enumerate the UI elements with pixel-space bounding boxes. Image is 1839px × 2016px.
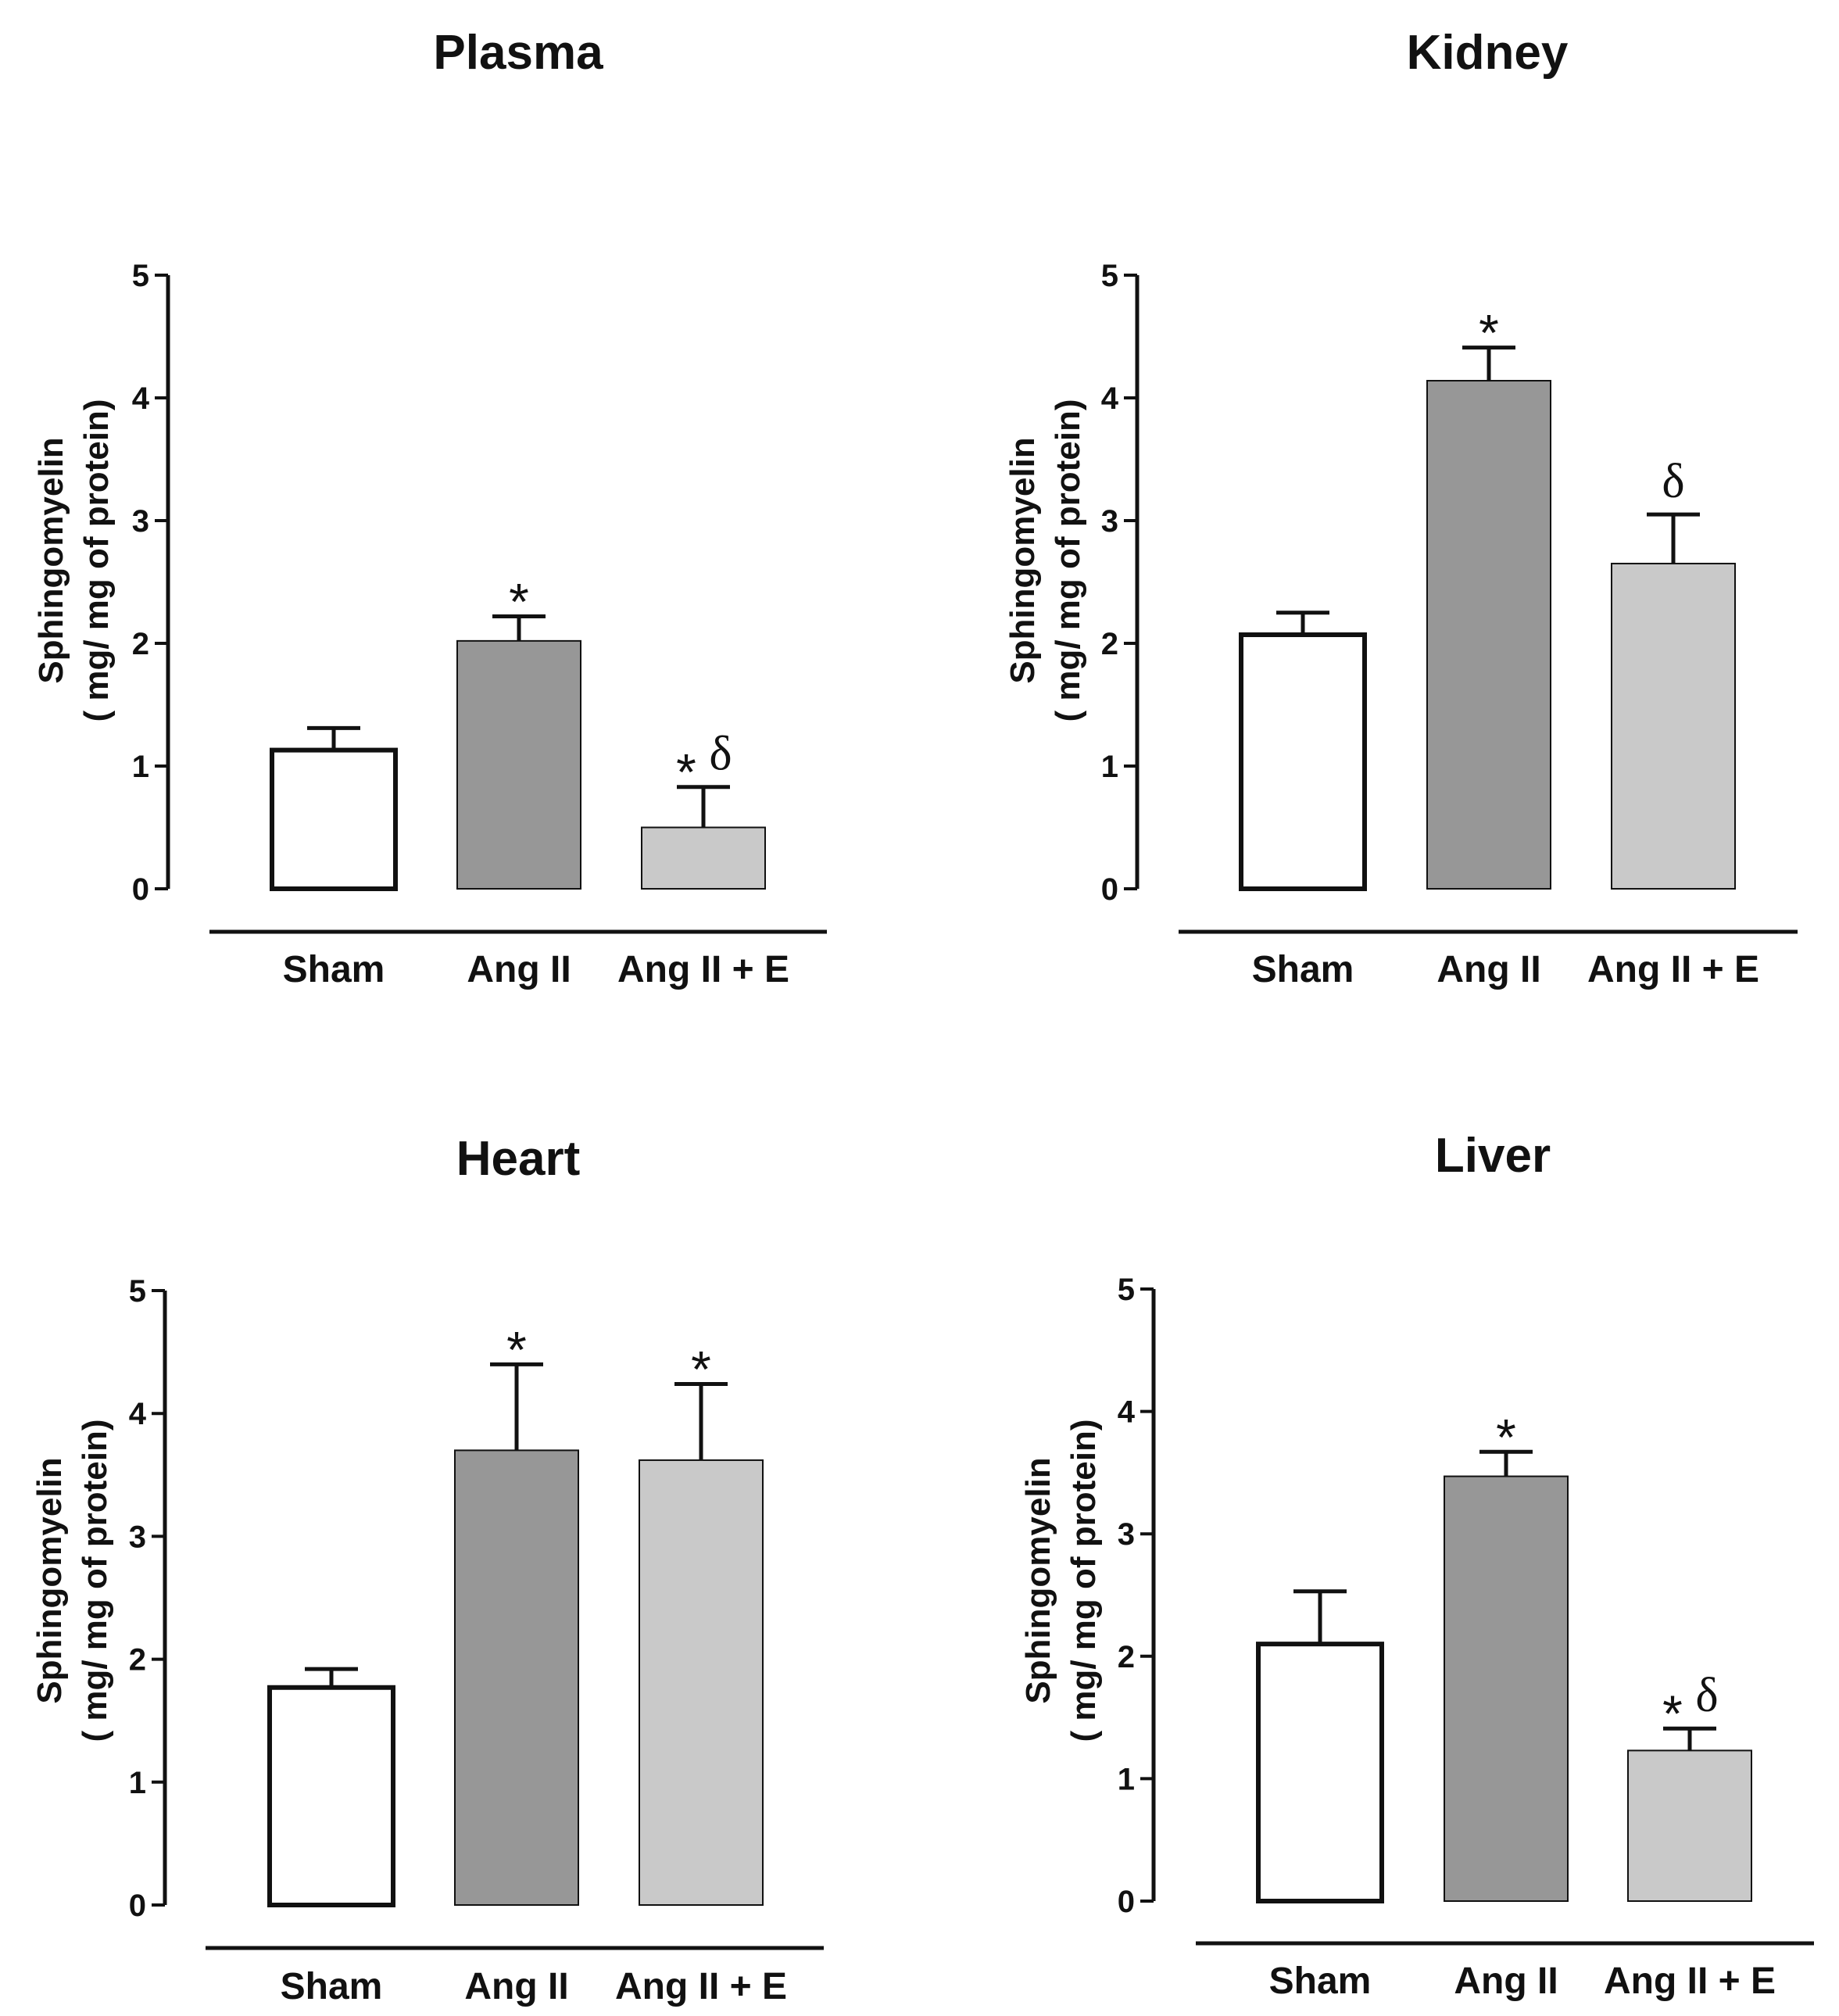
category-label-ang-ii-e: Ang II + E (617, 949, 789, 990)
category-label-ang-ii-e: Ang II + E (615, 1966, 787, 2007)
bar-ang-ii-e (641, 826, 766, 890)
y-tick-label: 1 (1101, 750, 1118, 784)
y-tick-label: 1 (1118, 1762, 1135, 1796)
panel-title: Kidney (1407, 26, 1569, 80)
y-tick-label: 5 (129, 1274, 146, 1309)
y-tick-label: 0 (1101, 872, 1118, 907)
significance-delta-ang-ii-e: δ (709, 728, 732, 781)
y-axis-subtitle: ( mg/ mg of protein) (76, 1419, 114, 1742)
y-tick-label: 1 (129, 1766, 146, 1800)
y-tick-label: 3 (129, 1520, 146, 1554)
y-tick-label: 0 (129, 1889, 146, 1923)
significance-star-ang-ii-e: * (1662, 1685, 1683, 1742)
bar-ang-ii-e (1627, 1749, 1752, 1903)
bar-sham (267, 1685, 395, 1908)
y-tick-label: 3 (132, 504, 149, 539)
y-tick-label: 3 (1118, 1517, 1135, 1552)
y-axis-title: Sphingomyelin (32, 437, 70, 683)
y-axis-title: Sphingomyelin (1004, 437, 1042, 683)
bar-ang-ii (1426, 380, 1551, 890)
panel-plasma: Plasma 0 1 2 3 4 5 Sphingomyelin( mg/ mg of pro… (32, 26, 827, 990)
y-tick-label: 4 (1118, 1395, 1136, 1430)
y-tick-label: 4 (132, 381, 150, 416)
y-tick-label: 2 (1118, 1640, 1135, 1674)
panel-title: Plasma (433, 26, 603, 80)
bar-sham (1239, 632, 1367, 891)
significance-star-ang-ii: * (1479, 304, 1499, 362)
bar-sham (270, 747, 398, 892)
category-label-ang-ii-e: Ang II + E (1587, 949, 1759, 990)
panel-liver: Liver 0 1 2 3 4 5 Sphingomyelin( mg/ mg of prot… (1019, 1129, 1814, 2002)
y-tick-label: 0 (132, 872, 149, 907)
y-tick-label: 3 (1101, 504, 1118, 539)
y-tick-label: 4 (1101, 381, 1119, 416)
significance-star-ang-ii: * (1496, 1408, 1516, 1466)
category-label-ang-ii: Ang II (467, 949, 571, 990)
category-label-sham: Sham (281, 1966, 383, 2007)
y-tick-label: 5 (132, 259, 149, 293)
category-label-ang-ii: Ang II (1436, 949, 1540, 990)
significance-star-ang-ii-e: * (691, 1340, 711, 1398)
y-axis-subtitle: ( mg/ mg of protein) (77, 399, 116, 722)
y-tick-label: 5 (1101, 259, 1118, 293)
category-label-sham: Sham (283, 949, 385, 990)
panel-title: Heart (456, 1132, 581, 1186)
y-tick-label: 2 (132, 627, 149, 661)
significance-star-ang-ii-e: * (676, 743, 696, 801)
y-tick-label: 0 (1118, 1885, 1135, 1919)
category-label-ang-ii: Ang II (464, 1966, 568, 2007)
category-label-ang-ii: Ang II (1454, 1960, 1558, 2002)
bar-ang-ii (454, 1449, 579, 1906)
significance-delta-ang-ii-e: δ (1695, 1669, 1718, 1722)
significance-delta-ang-ii-e: δ (1662, 455, 1684, 508)
significance-star-ang-ii: * (506, 1320, 527, 1378)
bar-ang-ii-e (639, 1459, 764, 1907)
y-axis-title: Sphingomyelin (1019, 1457, 1057, 1703)
bar-ang-ii-e (1611, 562, 1736, 890)
y-tick-label: 2 (129, 1643, 146, 1678)
panel-heart: Heart 0 1 2 3 4 5 Sphingomyelin( mg/ mg of prot… (30, 1132, 824, 2007)
y-axis-subtitle: ( mg/ mg of protein) (1064, 1419, 1103, 1742)
panel-title: Liver (1435, 1129, 1551, 1183)
y-axis-subtitle: ( mg/ mg of protein) (1049, 399, 1087, 722)
y-axis-title: Sphingomyelin (30, 1457, 69, 1703)
category-label-sham: Sham (1252, 949, 1354, 990)
significance-star-ang-ii: * (509, 572, 529, 630)
y-tick-label: 1 (132, 750, 149, 784)
category-label-sham: Sham (1269, 1960, 1372, 2002)
y-tick-label: 5 (1118, 1273, 1135, 1307)
bar-sham (1256, 1642, 1384, 1903)
y-tick-label: 4 (129, 1397, 147, 1431)
y-tick-label: 2 (1101, 627, 1118, 661)
bar-ang-ii (456, 639, 581, 890)
panel-kidney: Kidney 0 1 2 3 4 5 Sphingomyelin( mg/ mg of pro… (1004, 26, 1798, 990)
bar-ang-ii (1444, 1475, 1569, 1902)
category-label-ang-ii-e: Ang II + E (1604, 1960, 1776, 2002)
